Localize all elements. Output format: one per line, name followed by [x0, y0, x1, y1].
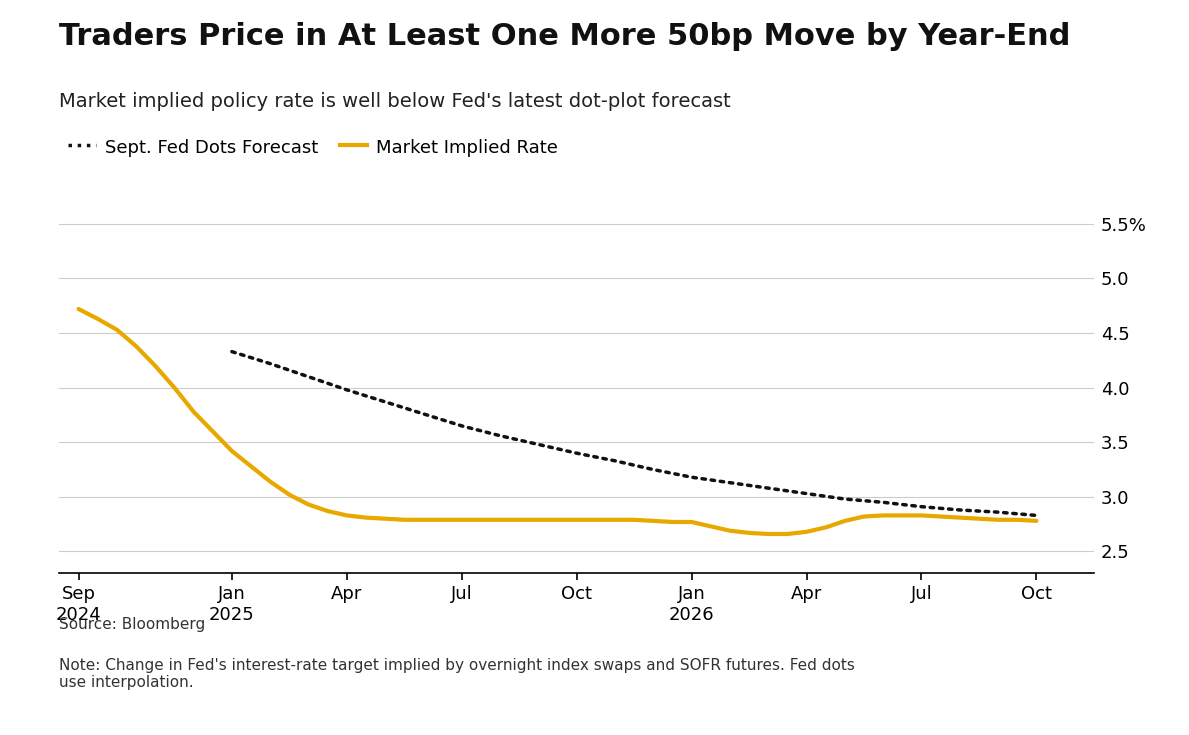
Text: Market implied policy rate is well below Fed's latest dot-plot forecast: Market implied policy rate is well below… [59, 92, 731, 111]
Text: Traders Price in At Least One More 50bp Move by Year-End: Traders Price in At Least One More 50bp … [59, 22, 1071, 51]
Text: Note: Change in Fed's interest-rate target implied by overnight index swaps and : Note: Change in Fed's interest-rate targ… [59, 658, 855, 690]
Text: Source: Bloomberg: Source: Bloomberg [59, 617, 206, 632]
Legend: Sept. Fed Dots Forecast, Market Implied Rate: Sept. Fed Dots Forecast, Market Implied … [69, 137, 558, 157]
